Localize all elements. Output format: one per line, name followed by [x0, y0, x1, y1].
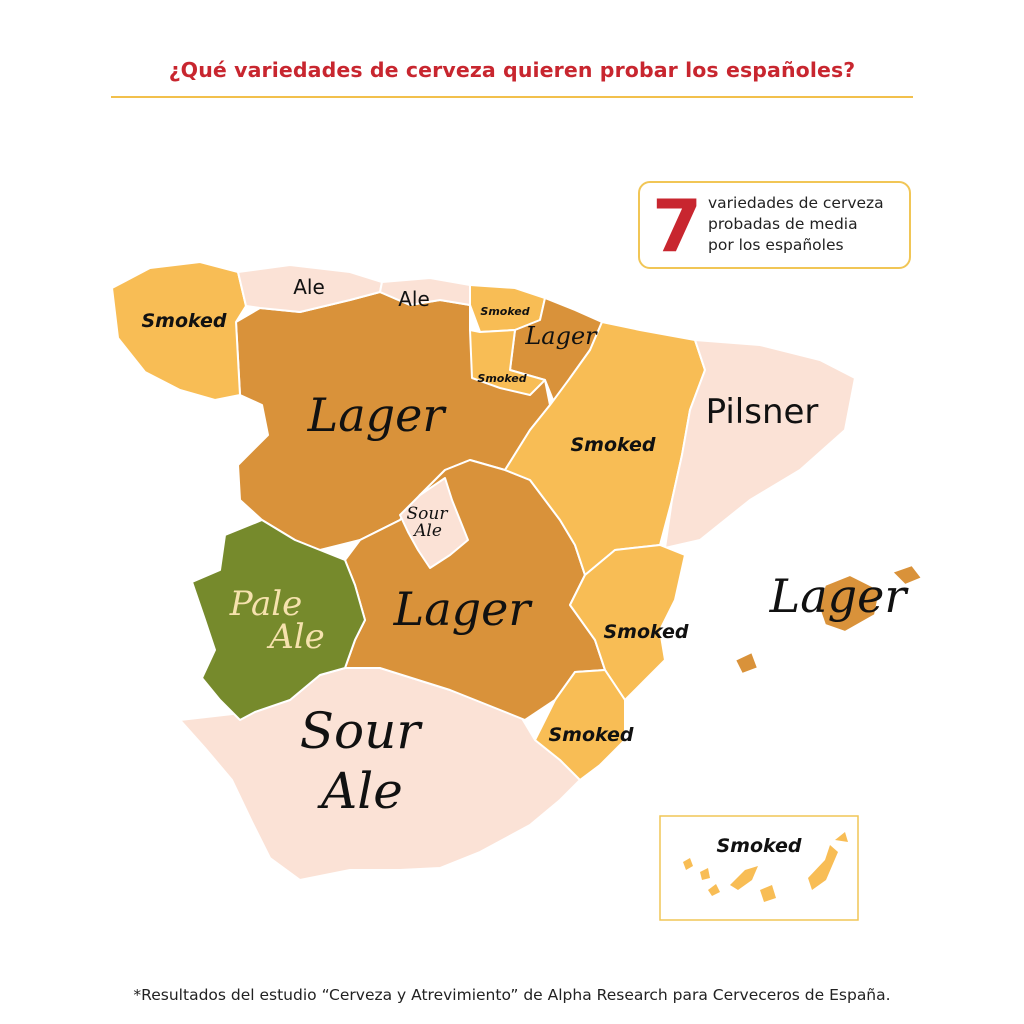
info-box: 7 variedades de cerveza probadas de medi…	[638, 181, 911, 269]
region-extremadura	[191, 519, 366, 721]
title-underline	[111, 96, 913, 98]
label-castilla-y-leon: Lager	[307, 388, 448, 442]
page-title: ¿Qué variedades de cerveza quieren proba…	[168, 58, 856, 82]
region-baleares-ibiza	[734, 651, 759, 675]
label-extremadura-line1: Pale	[229, 584, 303, 624]
region-la-rioja	[469, 329, 546, 396]
region-canarias	[683, 832, 848, 902]
label-cantabria: Ale	[398, 287, 430, 311]
region-baleares-menorca	[891, 564, 923, 586]
region-asturias	[237, 264, 383, 313]
info-text: variedades de cerveza probadas de media …	[708, 194, 884, 254]
region-murcia	[534, 669, 626, 781]
label-navarra: Lager	[524, 322, 598, 350]
label-la-rioja: Smoked	[477, 372, 526, 385]
label-andalucia-line2: Ale	[317, 762, 403, 820]
label-extremadura-line2: Ale	[266, 617, 325, 657]
canarias-inset-frame	[659, 815, 859, 921]
region-baleares-mallorca	[817, 574, 881, 633]
label-valencia: Smoked	[604, 621, 689, 643]
label-aragon: Smoked	[571, 434, 656, 456]
info-number: 7	[652, 184, 703, 268]
label-andalucia-line1: Sour	[300, 702, 424, 760]
label-canarias: Smoked	[717, 835, 802, 857]
label-asturias: Ale	[293, 275, 325, 299]
footnote: *Resultados del estudio “Cerveza y Atrev…	[133, 986, 891, 1004]
region-madrid	[399, 477, 469, 569]
region-galicia	[111, 261, 247, 401]
label-madrid-line2: Ale	[412, 521, 442, 541]
region-valencia	[569, 544, 686, 701]
region-cataluna	[664, 339, 856, 549]
label-baleares: Lager	[769, 569, 910, 623]
label-murcia: Smoked	[549, 724, 634, 746]
label-castilla-la-mancha: Lager	[393, 582, 534, 636]
region-cantabria	[379, 277, 471, 306]
label-galicia: Smoked	[142, 310, 227, 332]
label-pais-vasco: Smoked	[480, 305, 529, 318]
label-madrid-line1: Sour	[407, 504, 449, 524]
label-cataluna: Pilsner	[706, 392, 819, 432]
